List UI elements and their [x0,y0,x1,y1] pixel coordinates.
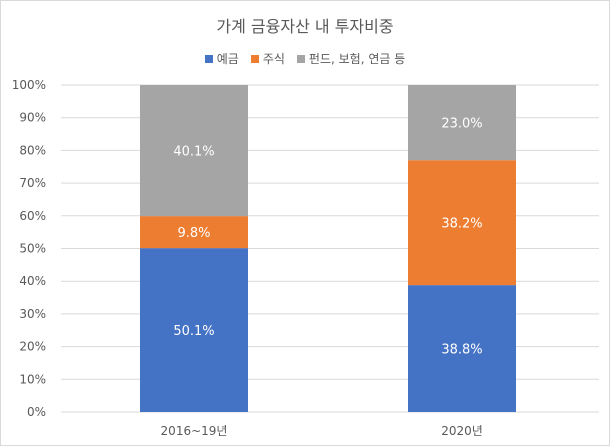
y-tick-label: 30% [19,307,46,321]
data-label: 40.1% [173,145,214,160]
y-tick-label: 50% [19,242,46,256]
bar-segment-fund [408,85,516,161]
y-tick-label: 0% [27,405,46,419]
bar-segment-fund [140,85,248,217]
y-tick-label: 20% [19,340,46,354]
data-label: 9.8% [177,226,210,241]
bar-segment-deposit [140,248,248,412]
data-label: 23.0% [441,117,482,132]
bar-segment-deposit [408,285,516,412]
data-label: 38.8% [441,343,482,358]
data-label: 38.2% [441,217,482,232]
chart-title: 가계 금융자산 내 투자비중 [216,17,394,36]
x-category-label: 2020년 [441,424,483,438]
y-tick-label: 10% [19,372,46,386]
data-label: 50.1% [173,324,214,339]
legend-item-deposit: 예금 [204,50,239,67]
x-category-label: 2016~19년 [161,424,228,438]
legend-label-stock: 주식 [262,52,285,66]
legend: 예금 주식 펀드, 보험, 연금 등 [1,50,609,67]
y-tick-label: 70% [19,176,46,190]
legend-swatch-deposit [204,54,213,63]
legend-swatch-stock [250,54,259,63]
y-tick-label: 90% [19,111,46,125]
y-tick-label: 100% [12,78,46,92]
legend-item-stock: 주식 [250,50,285,67]
y-tick-label: 80% [19,143,46,157]
legend-label-deposit: 예금 [216,52,239,66]
y-tick-label: 60% [19,209,46,223]
legend-label-fund: 펀드, 보험, 연금 등 [308,52,406,66]
y-tick-label: 40% [19,274,46,288]
bar-segment-stock [140,216,248,249]
legend-swatch-fund [296,54,305,63]
bar-segment-stock [408,160,516,286]
legend-item-fund: 펀드, 보험, 연금 등 [296,50,406,67]
